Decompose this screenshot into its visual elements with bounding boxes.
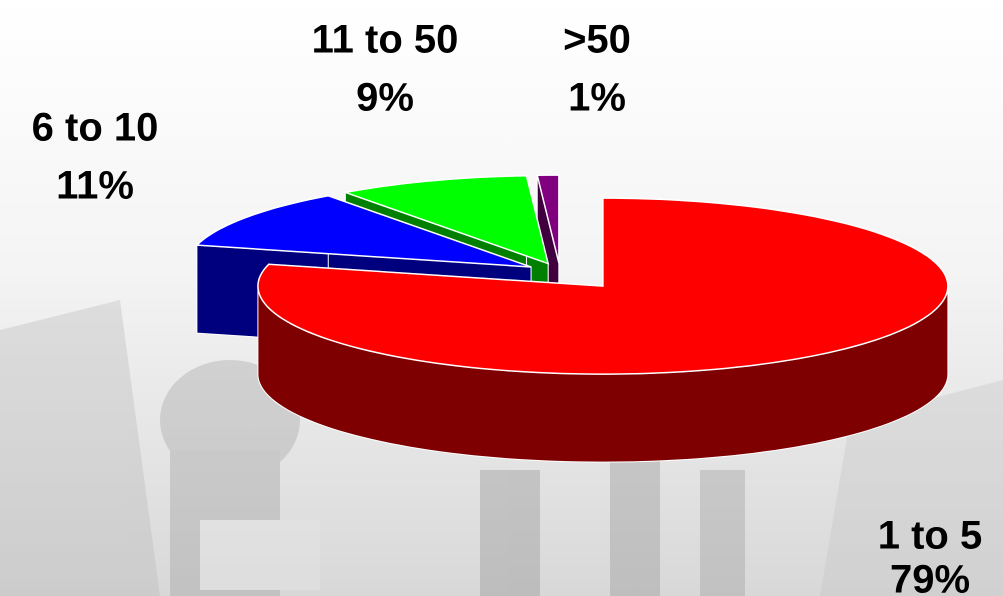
category-label: 6 to 10	[32, 106, 159, 150]
category-label: 11 to 50	[312, 18, 459, 62]
category-label: >50	[563, 18, 631, 62]
category-label: 1 to 5	[878, 514, 982, 558]
value-label: 11%	[56, 164, 134, 208]
labels: 1 to 579% 6 to 10 11% 11 to 50 9% >50 1%	[32, 18, 983, 596]
value-label: 79%	[890, 558, 970, 596]
pie	[195, 174, 949, 463]
slice	[536, 174, 560, 264]
slice	[342, 175, 550, 265]
value-label: 1%	[568, 76, 626, 120]
value-label: 9%	[356, 76, 414, 120]
slice	[257, 197, 949, 375]
slice	[195, 195, 532, 268]
